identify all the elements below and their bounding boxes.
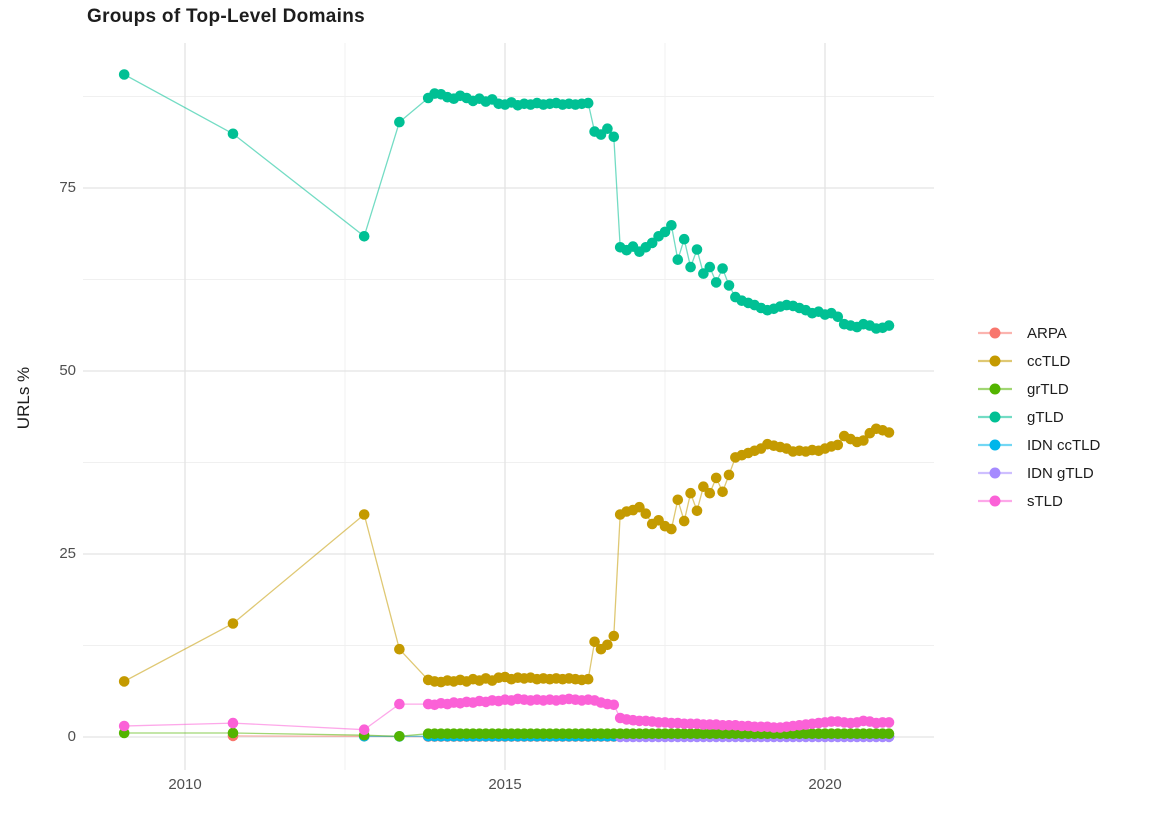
x-tick-label: 2015 bbox=[488, 776, 522, 793]
data-point bbox=[691, 505, 703, 517]
legend-label: ccTLD bbox=[1027, 352, 1071, 370]
series-points-gTLD bbox=[118, 69, 895, 334]
legend: ARPA ccTLD grTLD gTLD IDN ccTLD IDN gTLD sTLD bbox=[976, 319, 1100, 515]
data-point bbox=[640, 508, 652, 519]
legend-item-sTLD: sTLD bbox=[976, 487, 1100, 515]
data-point bbox=[608, 699, 620, 711]
series-points-ccTLD bbox=[118, 423, 895, 688]
data-point bbox=[710, 472, 722, 484]
data-point bbox=[691, 244, 703, 255]
data-point bbox=[685, 487, 696, 499]
data-point bbox=[883, 717, 895, 728]
y-tick-label: 25 bbox=[59, 545, 76, 562]
x-tick-label: 2010 bbox=[168, 776, 202, 793]
y-tick-label: 50 bbox=[59, 362, 76, 379]
legend-item-ccTLD: ccTLD bbox=[976, 347, 1100, 375]
data-point bbox=[118, 676, 130, 687]
data-point bbox=[678, 515, 690, 527]
legend-key-icon bbox=[978, 467, 1012, 479]
data-point bbox=[858, 435, 869, 446]
data-point bbox=[646, 237, 658, 249]
data-point bbox=[678, 233, 690, 245]
legend-key-icon bbox=[978, 411, 1012, 423]
legend-label: IDN gTLD bbox=[1027, 464, 1094, 482]
data-point bbox=[666, 220, 677, 231]
data-point bbox=[582, 97, 594, 109]
legend-label: gTLD bbox=[1027, 408, 1064, 426]
data-point bbox=[666, 523, 677, 535]
data-point bbox=[672, 254, 684, 265]
series-points-sTLD bbox=[118, 693, 895, 735]
legend-key-icon bbox=[978, 495, 1012, 507]
data-point bbox=[672, 494, 684, 506]
data-point bbox=[227, 717, 239, 729]
data-point bbox=[883, 728, 895, 739]
data-point bbox=[358, 509, 370, 520]
data-point bbox=[634, 501, 645, 513]
data-point bbox=[589, 636, 600, 648]
legend-item-grTLD: grTLD bbox=[976, 375, 1100, 403]
legend-key-icon bbox=[978, 383, 1012, 395]
data-point bbox=[608, 131, 620, 143]
y-tick-label: 75 bbox=[59, 179, 76, 196]
legend-label: sTLD bbox=[1027, 492, 1063, 510]
data-point bbox=[582, 673, 594, 685]
data-point bbox=[118, 69, 130, 80]
legend-label: grTLD bbox=[1027, 380, 1069, 398]
data-point bbox=[394, 698, 405, 710]
data-point bbox=[698, 268, 709, 279]
data-point bbox=[723, 280, 735, 291]
data-point bbox=[394, 731, 405, 742]
data-point bbox=[698, 481, 709, 493]
legend-item-IDN-gTLD: IDN gTLD bbox=[976, 459, 1100, 487]
data-point bbox=[883, 320, 895, 331]
x-tick-label: 2020 bbox=[808, 776, 842, 793]
legend-key-icon bbox=[978, 355, 1012, 367]
data-point bbox=[602, 639, 613, 651]
data-point bbox=[704, 261, 716, 273]
legend-item-gTLD: gTLD bbox=[976, 403, 1100, 431]
series-line-gTLD bbox=[123, 73, 890, 330]
data-point bbox=[832, 439, 844, 451]
data-point bbox=[832, 311, 844, 323]
data-point bbox=[723, 469, 735, 481]
y-tick-label: 0 bbox=[67, 728, 76, 745]
data-point bbox=[394, 116, 405, 128]
legend-label: ARPA bbox=[1027, 324, 1067, 342]
data-point bbox=[394, 643, 405, 655]
data-point bbox=[704, 487, 716, 499]
legend-key-icon bbox=[978, 327, 1012, 339]
data-point bbox=[227, 618, 239, 629]
data-point bbox=[608, 630, 620, 642]
data-point bbox=[685, 261, 696, 273]
data-point bbox=[118, 720, 130, 732]
legend-item-IDN-ccTLD: IDN ccTLD bbox=[976, 431, 1100, 459]
data-point bbox=[883, 427, 895, 438]
data-point bbox=[710, 277, 722, 288]
data-point bbox=[602, 123, 613, 134]
data-point bbox=[717, 263, 728, 274]
data-point bbox=[717, 486, 728, 498]
chart-title: Groups of Top-Level Domains bbox=[87, 6, 365, 27]
legend-label: IDN ccTLD bbox=[1027, 436, 1101, 454]
data-point bbox=[227, 727, 239, 739]
data-point bbox=[358, 231, 370, 242]
data-point bbox=[227, 128, 239, 140]
data-point bbox=[358, 724, 370, 735]
series-line-ccTLD bbox=[123, 428, 890, 683]
legend-item-ARPA: ARPA bbox=[976, 319, 1100, 347]
data-point bbox=[659, 226, 671, 238]
legend-key-icon bbox=[978, 439, 1012, 451]
